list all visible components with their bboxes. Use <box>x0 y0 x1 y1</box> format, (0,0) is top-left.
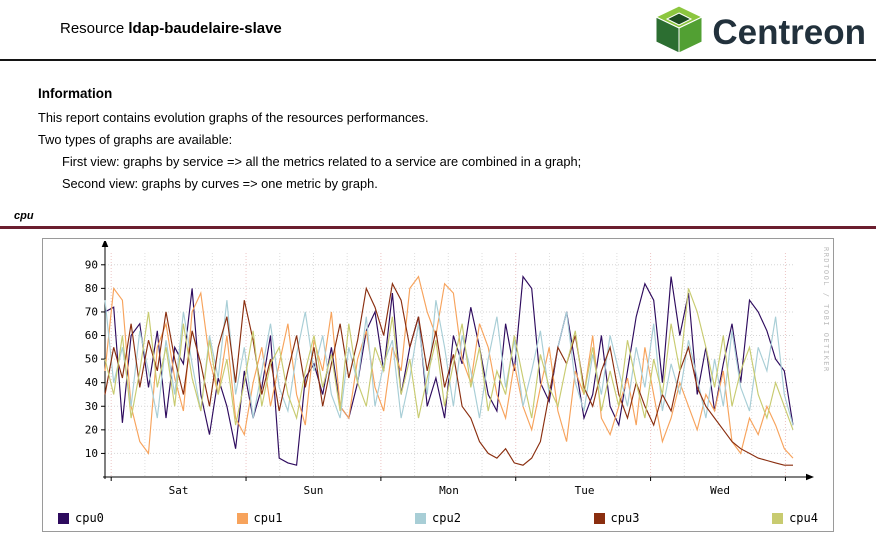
page-title-prefix: Resource <box>60 20 129 37</box>
information-section: Information This report contains evoluti… <box>38 86 818 199</box>
legend-label-cpu4: cpu4 <box>789 511 818 525</box>
information-line-1: This report contains evolution graphs of… <box>38 110 429 125</box>
svg-text:10: 10 <box>85 447 98 460</box>
legend-swatch-cpu2 <box>415 512 427 524</box>
svg-text:30: 30 <box>85 400 98 413</box>
svg-text:50: 50 <box>85 353 98 366</box>
svg-text:Sun: Sun <box>304 484 324 497</box>
legend-item-cpu1: cpu1 <box>236 511 283 525</box>
information-line-3: First view: graphs by service => all the… <box>62 154 582 169</box>
svg-text:Sat: Sat <box>169 484 189 497</box>
section-label-cpu: cpu <box>14 210 34 222</box>
resource-name: ldap-baudelaire-slave <box>128 20 282 37</box>
page-title: Resource ldap-baudelaire-slave <box>60 20 282 37</box>
gridlines <box>105 253 793 477</box>
svg-text:80: 80 <box>85 282 98 295</box>
section-divider <box>0 226 876 229</box>
information-line-4: Second view: graphs by curves => one met… <box>62 176 378 191</box>
legend-swatch-cpu3 <box>593 512 605 524</box>
svg-text:90: 90 <box>85 258 98 271</box>
svg-text:20: 20 <box>85 423 98 436</box>
series-line-cpu4 <box>104 288 794 430</box>
legend-swatch-cpu0 <box>58 512 69 524</box>
cpu-graph-container: 10 20 30 40 50 60 70 80 90 Sat Sun Mon Tue Wed RRDTOO… <box>42 238 834 532</box>
legend-item-cpu2: cpu2 <box>415 511 461 525</box>
svg-text:Wed: Wed <box>710 484 730 497</box>
cpu-graph: 10 20 30 40 50 60 70 80 90 Sat Sun Mon Tue Wed <box>85 241 814 497</box>
header-divider <box>0 59 876 61</box>
series-line-cpu2 <box>104 300 794 426</box>
svg-text:Mon: Mon <box>439 484 459 497</box>
centreon-wordmark: Centreon <box>712 12 866 52</box>
graph-legend: cpu0 cpu1 cpu2 cpu3 cpu4 <box>43 511 833 525</box>
svg-text:40: 40 <box>85 376 98 389</box>
legend-item-cpu4: cpu4 <box>772 511 818 525</box>
svg-text:70: 70 <box>85 305 98 318</box>
legend-item-cpu3: cpu3 <box>593 511 640 525</box>
svg-text:60: 60 <box>85 329 98 342</box>
information-heading: Information <box>38 86 113 101</box>
centreon-cube-icon <box>652 4 706 61</box>
information-line-2: Two types of graphs are available: <box>38 132 233 147</box>
legend-swatch-cpu1 <box>236 512 248 524</box>
legend-swatch-cpu4 <box>772 512 784 524</box>
axes: 10 20 30 40 50 60 70 80 90 Sat Sun Mon Tue Wed <box>85 241 814 497</box>
rrdtool-watermark: RRDTOOL / TOBI OETIKER <box>822 247 830 373</box>
legend-label-cpu0: cpu0 <box>75 511 104 525</box>
legend-label-cpu2: cpu2 <box>432 511 461 525</box>
legend-label-cpu1: cpu1 <box>253 511 283 525</box>
legend-item-cpu0: cpu0 <box>58 511 104 525</box>
series-line-cpu3 <box>104 281 793 466</box>
legend-label-cpu3: cpu3 <box>610 511 640 525</box>
svg-text:Tue: Tue <box>575 484 595 497</box>
centreon-logo: Centreon <box>652 4 866 61</box>
